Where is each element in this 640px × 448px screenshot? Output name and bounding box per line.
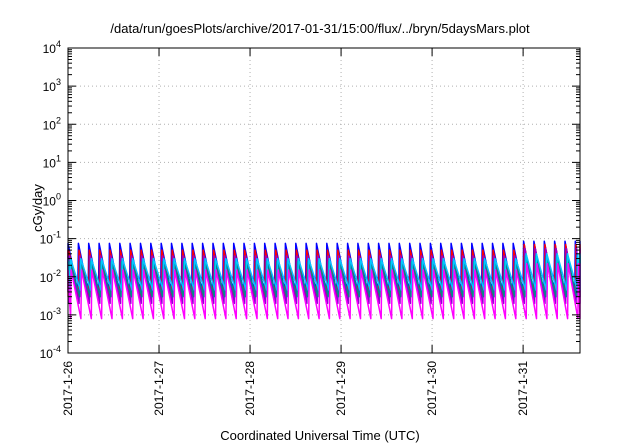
series-line <box>67 262 581 320</box>
y-tick-label: 103 <box>43 77 61 94</box>
y-tick-label: 10-1 <box>40 230 61 247</box>
x-axis-label: Coordinated Universal Time (UTC) <box>220 428 420 443</box>
y-tick-label: 100 <box>43 192 61 209</box>
x-tick-label: 2017-1-30 <box>425 361 439 416</box>
y-tick-label: 104 <box>43 39 61 56</box>
x-tick-label: 2017-1-27 <box>152 361 166 416</box>
y-tick-label: 10-4 <box>40 344 61 361</box>
series-line <box>67 253 581 291</box>
x-tick-label: 2017-1-28 <box>243 361 257 416</box>
x-tick-label: 2017-1-29 <box>334 361 348 416</box>
y-tick-label: 10-2 <box>40 268 61 285</box>
y-tick-label: 10-3 <box>40 306 61 323</box>
y-axis: 10-4 10-3 10-2 10-1 100 101 102 103 104 <box>40 39 580 361</box>
y-tick-label: 101 <box>43 153 61 170</box>
series-group <box>67 240 581 320</box>
x-axis: 2017-1-26 2017-1-27 2017-1-28 2017-1-29 2017… <box>61 48 530 416</box>
chart-title: /data/run/goesPlots/archive/2017-01-31/1… <box>110 21 530 36</box>
y-tick-label: 102 <box>43 115 61 132</box>
x-tick-label: 2017-1-26 <box>61 361 75 416</box>
x-tick-label: 2017-1-31 <box>516 361 530 416</box>
